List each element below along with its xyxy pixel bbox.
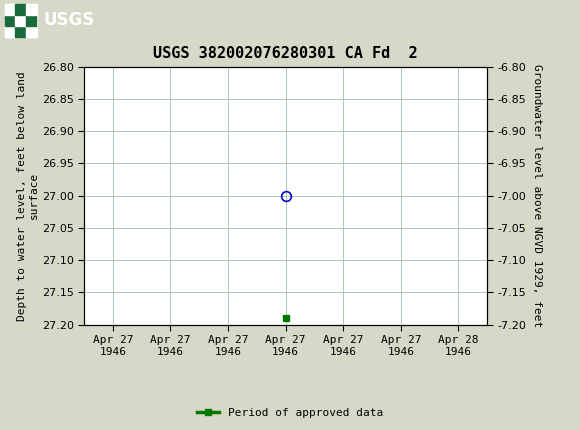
Bar bbox=[15, 26, 26, 37]
Bar bbox=[15, 15, 26, 26]
Legend: Period of approved data: Period of approved data bbox=[193, 403, 387, 422]
Bar bbox=[5, 4, 37, 37]
Y-axis label: Depth to water level, feet below land
surface: Depth to water level, feet below land su… bbox=[17, 71, 39, 320]
Text: USGS: USGS bbox=[44, 12, 95, 29]
Y-axis label: Groundwater level above NGVD 1929, feet: Groundwater level above NGVD 1929, feet bbox=[532, 64, 542, 327]
Bar bbox=[5, 15, 15, 26]
Bar bbox=[26, 15, 36, 26]
Bar bbox=[5, 4, 15, 15]
Bar bbox=[5, 26, 15, 37]
Bar bbox=[26, 4, 36, 15]
Title: USGS 382002076280301 CA Fd  2: USGS 382002076280301 CA Fd 2 bbox=[153, 46, 418, 61]
Bar bbox=[15, 4, 26, 15]
Bar bbox=[26, 26, 36, 37]
